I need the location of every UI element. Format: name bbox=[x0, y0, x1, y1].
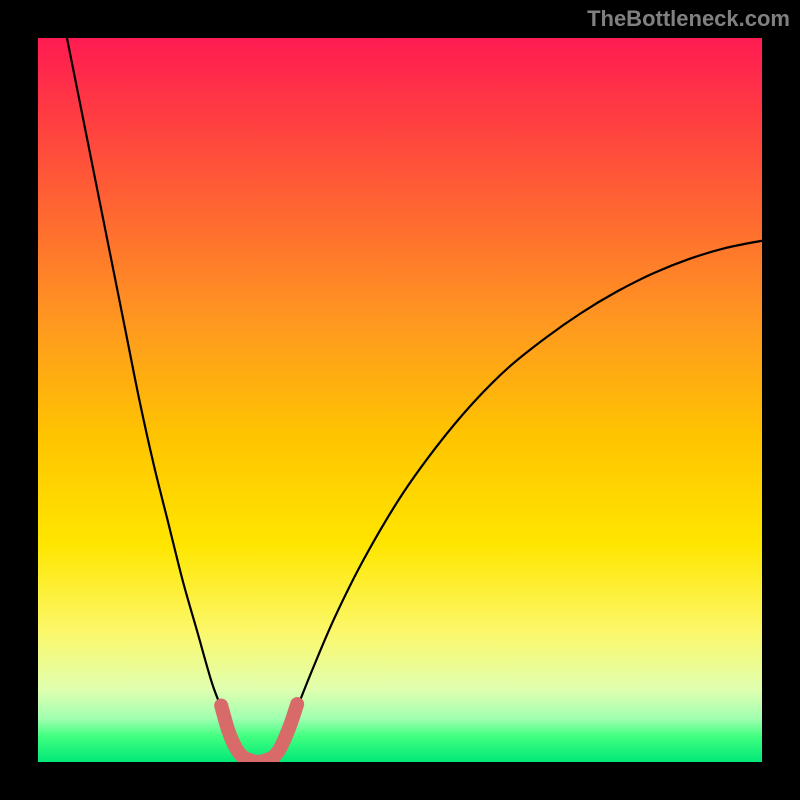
chart-container: TheBottleneck.com bbox=[0, 0, 800, 800]
plot-area bbox=[38, 38, 762, 762]
watermark-text: TheBottleneck.com bbox=[587, 6, 790, 32]
chart-svg bbox=[38, 38, 762, 762]
